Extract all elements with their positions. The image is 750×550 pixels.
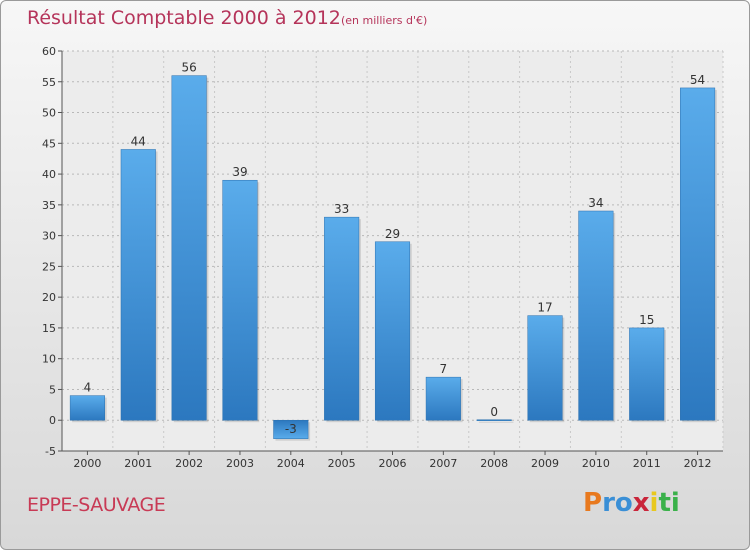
bar-2000 — [69, 395, 105, 421]
commune-name: EPPE-SAUVAGE — [27, 494, 166, 516]
logo-letter: o — [614, 488, 633, 518]
bar-2010 — [578, 210, 614, 421]
logo-letter: P — [583, 488, 603, 518]
y-tick-label: 45 — [42, 137, 56, 150]
data-label: 29 — [385, 227, 400, 241]
x-tick-label: 2002 — [175, 457, 203, 470]
data-label: -3 — [285, 422, 297, 436]
y-tick-label: 15 — [42, 322, 56, 335]
proxiti-logo[interactable]: Proxiti — [583, 488, 680, 518]
logo-letter: i — [670, 488, 680, 518]
x-tick-label: 2009 — [531, 457, 559, 470]
bar-2005 — [324, 216, 360, 421]
y-tick-label: 20 — [42, 291, 56, 304]
logo-letter: r — [602, 488, 615, 518]
y-tick-label: 40 — [42, 168, 56, 181]
x-tick-label: 2006 — [379, 457, 407, 470]
y-tick-label: 60 — [42, 45, 56, 58]
data-label: 56 — [181, 61, 196, 75]
bar-2002 — [171, 75, 207, 421]
data-label: 4 — [84, 381, 92, 395]
logo-letter: x — [632, 488, 650, 518]
bar-2006 — [374, 241, 411, 421]
data-label: 17 — [537, 301, 552, 315]
x-tick-label: 2012 — [684, 457, 712, 470]
chart-subtitle: (en milliers d'€) — [341, 14, 428, 27]
data-label: 39 — [232, 165, 247, 179]
data-label: 15 — [639, 313, 654, 327]
data-label: 7 — [440, 362, 448, 376]
y-tick-label: 5 — [49, 383, 56, 396]
x-tick-label: 2005 — [328, 457, 356, 470]
x-tick-label: 2007 — [429, 457, 457, 470]
bar-shadow — [478, 421, 514, 423]
data-label: 34 — [588, 196, 603, 210]
bar-2008 — [476, 419, 512, 421]
x-tick-label: 2008 — [480, 457, 508, 470]
chart-title: Résultat Comptable 2000 à 2012 — [27, 7, 341, 29]
data-label: 54 — [690, 73, 705, 87]
logo-letter: t — [658, 488, 671, 518]
bar-2001 — [120, 149, 156, 421]
x-tick-label: 2000 — [73, 457, 101, 470]
bar-2003 — [222, 179, 258, 421]
y-tick-label: -5 — [45, 445, 56, 458]
x-tick-label: 2011 — [633, 457, 661, 470]
x-tick-label: 2010 — [582, 457, 610, 470]
y-tick-label: 55 — [42, 76, 56, 89]
bar-2012 — [680, 87, 716, 421]
logo-letter: i — [649, 488, 659, 518]
x-tick-label: 2003 — [226, 457, 254, 470]
x-tick-label: 2001 — [124, 457, 152, 470]
bar-2007 — [425, 376, 461, 421]
bars — [69, 75, 717, 441]
bar-2009 — [527, 315, 563, 421]
data-label: 33 — [334, 202, 349, 216]
y-tick-label: 35 — [42, 199, 56, 212]
bar-2011 — [629, 327, 665, 421]
y-tick-label: 50 — [42, 107, 56, 120]
y-tick-label: 25 — [42, 260, 56, 273]
x-tick-label: 2004 — [277, 457, 305, 470]
data-label: 44 — [131, 134, 146, 148]
y-tick-label: 30 — [42, 230, 56, 243]
y-tick-label: 10 — [42, 353, 56, 366]
data-label: 0 — [490, 405, 498, 419]
bar-2004 — [273, 419, 309, 439]
y-tick-label: 0 — [49, 414, 56, 427]
